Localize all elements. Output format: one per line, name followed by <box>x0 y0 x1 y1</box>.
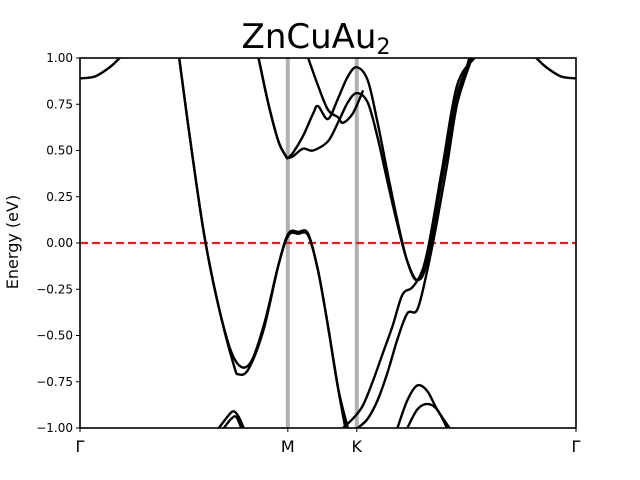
x-tick-label-1: M <box>281 437 295 456</box>
bands-group <box>80 58 576 428</box>
band-line-6 <box>306 58 364 124</box>
y-tick-label-7: −0.75 <box>36 375 73 389</box>
band-line-4 <box>257 58 474 282</box>
x-tick-label-2: K <box>352 437 363 456</box>
band-line-1 <box>535 58 576 80</box>
band-line-3 <box>178 58 350 428</box>
x-tick-label-0: Γ <box>76 437 85 456</box>
band-line-8 <box>356 58 471 428</box>
band-line-12 <box>406 402 449 428</box>
y-tick-label-1: 0.75 <box>46 97 73 111</box>
x-tick-label-3: Γ <box>572 437 581 456</box>
y-tick-label-3: 0.25 <box>46 190 73 204</box>
y-tick-label-6: −0.50 <box>36 329 73 343</box>
band-line-11 <box>396 383 451 428</box>
chart-title-subscript: 2 <box>376 35 390 60</box>
y-tick-label-4: 0.00 <box>46 236 73 250</box>
band-line-9 <box>217 410 245 428</box>
y-axis-label: Energy (eV) <box>3 195 22 289</box>
y-tick-label-0: 1.00 <box>46 51 73 65</box>
chart-title: ZnCuAu2 <box>242 17 391 60</box>
y-tick-label-5: −0.25 <box>36 282 73 296</box>
y-tick-label-2: 0.50 <box>46 144 73 158</box>
y-tick-label-8: −1.00 <box>36 421 73 435</box>
band-line-5 <box>257 58 476 282</box>
chart-title-main: ZnCuAu <box>242 17 377 57</box>
band-line-0 <box>80 58 121 80</box>
band-line-7 <box>341 58 474 428</box>
band-line-10 <box>222 415 243 428</box>
y-ticks: 1.00 0.75 0.50 0.25 0.00 −0.25 −0.50 −0.75 −1.00 <box>36 51 80 435</box>
